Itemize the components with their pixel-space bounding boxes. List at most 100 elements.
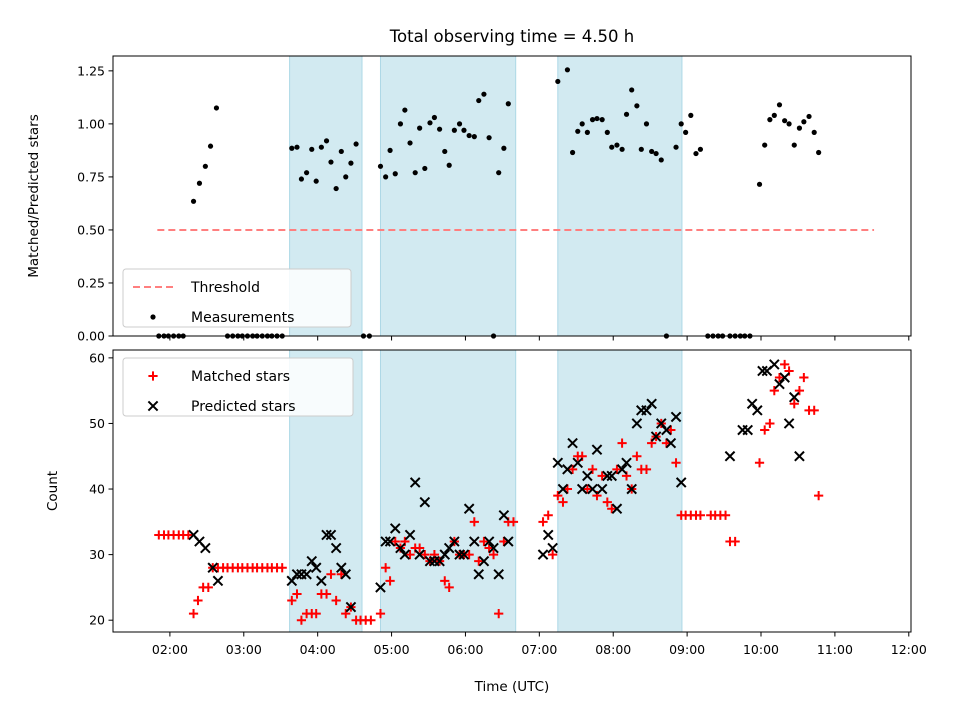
data-point xyxy=(399,549,411,560)
observing-window-band xyxy=(379,55,517,337)
observing-window-band xyxy=(557,55,683,337)
observing-window-band xyxy=(379,349,517,633)
data-point xyxy=(397,121,404,127)
y-tick-label: 1.00 xyxy=(77,116,105,131)
data-point xyxy=(325,529,337,541)
data-point xyxy=(387,147,393,153)
data-point xyxy=(796,125,803,131)
y-axis-label: Matched/Predicted stars xyxy=(26,114,42,277)
data-point xyxy=(213,105,220,111)
data-point xyxy=(643,121,650,127)
x-tick-label: 12:00 xyxy=(891,642,927,657)
data-point xyxy=(478,555,490,567)
data-point xyxy=(780,359,790,370)
data-point xyxy=(675,477,687,488)
data-point xyxy=(552,457,564,469)
data-point xyxy=(730,536,740,547)
data-point xyxy=(454,549,465,560)
data-point xyxy=(390,536,400,547)
x-tick-label: 02:00 xyxy=(152,642,188,657)
data-point xyxy=(469,517,479,527)
data-point xyxy=(543,510,553,520)
data-point xyxy=(200,542,211,554)
data-point xyxy=(609,144,615,150)
data-point xyxy=(683,129,689,135)
data-point xyxy=(486,135,492,141)
data-point xyxy=(774,372,785,383)
data-point xyxy=(695,510,706,520)
data-point xyxy=(451,127,457,133)
data-point xyxy=(806,113,812,120)
data-point xyxy=(202,163,208,169)
data-point xyxy=(623,111,630,117)
data-point xyxy=(196,180,203,186)
y-tick-label: 40 xyxy=(89,482,105,497)
data-point xyxy=(760,425,770,435)
data-point xyxy=(483,536,495,547)
legend-label: Threshold xyxy=(190,280,260,296)
data-point xyxy=(328,159,334,165)
data-point xyxy=(392,171,398,177)
data-point xyxy=(791,142,797,148)
data-point xyxy=(422,165,428,172)
data-point xyxy=(602,497,612,507)
data-point xyxy=(375,609,386,619)
data-point xyxy=(377,163,384,169)
data-point xyxy=(469,536,480,547)
y-tick-label: 60 xyxy=(89,350,105,365)
data-point xyxy=(596,483,608,495)
data-point xyxy=(783,418,795,429)
data-point xyxy=(786,121,792,127)
data-point xyxy=(381,563,391,573)
data-point xyxy=(616,464,628,475)
data-point xyxy=(207,143,214,149)
data-point xyxy=(547,542,558,554)
data-point xyxy=(606,470,618,482)
data-point xyxy=(473,568,485,580)
x-tick-label: 10:00 xyxy=(743,642,779,657)
data-point xyxy=(724,450,736,462)
data-point xyxy=(494,609,504,619)
data-point xyxy=(481,91,487,97)
x-tick-label: 03:00 xyxy=(226,642,262,657)
data-point xyxy=(207,562,219,574)
y-tick-label: 1.25 xyxy=(77,63,105,78)
data-point xyxy=(289,145,295,151)
data-point xyxy=(794,386,805,396)
data-point xyxy=(576,483,588,495)
legend-label: Measurements xyxy=(191,310,294,326)
x-tick-label: 07:00 xyxy=(521,642,557,657)
y-tick-label: 30 xyxy=(89,547,105,562)
legend-x-swatch xyxy=(147,400,159,412)
data-point xyxy=(333,185,339,192)
data-point xyxy=(742,424,754,436)
data-point xyxy=(183,530,193,540)
data-point xyxy=(599,117,605,123)
data-point xyxy=(496,170,502,176)
data-point xyxy=(380,536,391,547)
data-point xyxy=(458,549,470,560)
data-point xyxy=(502,536,514,547)
x-tick-label: 11:00 xyxy=(817,642,853,657)
legend: Threshold Measurements xyxy=(122,268,352,328)
data-point xyxy=(720,510,731,520)
data-point xyxy=(395,542,406,554)
data-point xyxy=(306,555,318,567)
y-tick-label: 50 xyxy=(89,416,105,431)
data-point xyxy=(345,601,357,613)
data-point xyxy=(446,162,452,168)
legend-dot-swatch xyxy=(150,314,156,320)
legend-label: Predicted stars xyxy=(191,399,296,415)
data-point xyxy=(193,595,203,606)
legend: Matched stars Predicted stars xyxy=(122,357,354,417)
data-point xyxy=(296,615,307,625)
data-point xyxy=(427,120,433,126)
x-axis-label: Time (UTC) xyxy=(474,679,550,695)
data-point xyxy=(277,563,287,573)
data-point xyxy=(558,497,568,507)
data-point xyxy=(649,148,655,155)
data-point xyxy=(752,405,763,416)
data-point xyxy=(604,129,610,135)
panel-1: 0.00 0.25 0.50 0.75 1.00 1.25 Matched/Predicte… xyxy=(26,55,912,344)
